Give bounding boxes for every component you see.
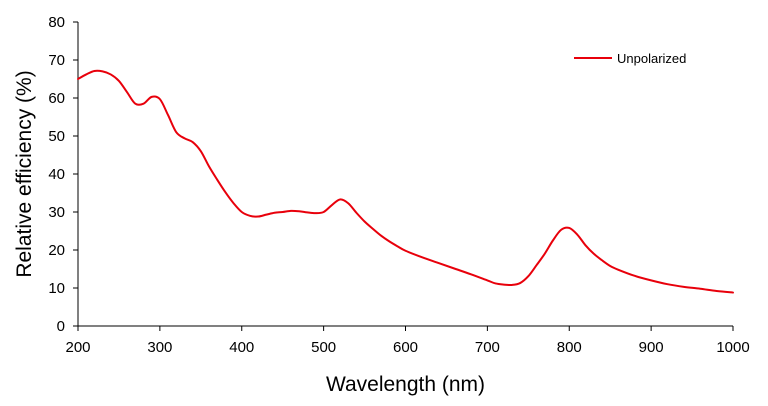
y-tick-label: 60: [48, 90, 65, 107]
x-axis-ticks: 200 300 400 500 600 700 800 900 1000: [65, 326, 750, 356]
x-tick-label: 500: [311, 339, 336, 356]
y-axis-ticks: 0 10 20 30 40 50 60 70 80: [48, 14, 78, 335]
series-layer: [77, 69, 734, 294]
series-line-unpolarized: [77, 69, 734, 294]
y-tick-label: 10: [48, 280, 65, 297]
x-tick-label: 400: [229, 339, 254, 356]
x-tick-label: 700: [475, 339, 500, 356]
legend-label-unpolarized: Unpolarized: [617, 51, 686, 66]
y-tick-label: 80: [48, 14, 65, 31]
legend: Unpolarized: [574, 51, 686, 66]
x-tick-label: 1000: [716, 339, 749, 356]
x-tick-label: 600: [393, 339, 418, 356]
y-tick-label: 30: [48, 204, 65, 221]
x-tick-label: 300: [147, 339, 172, 356]
y-axis-title: Relative efficiency (%): [13, 70, 36, 277]
y-tick-label: 50: [48, 128, 65, 145]
x-tick-label: 900: [639, 339, 664, 356]
y-tick-label: 20: [48, 242, 65, 259]
y-tick-label: 0: [57, 318, 65, 335]
y-tick-label: 70: [48, 52, 65, 69]
x-tick-label: 200: [65, 339, 90, 356]
x-tick-label: 800: [557, 339, 582, 356]
x-axis-title: Wavelength (nm): [326, 373, 485, 396]
y-tick-label: 40: [48, 166, 65, 183]
